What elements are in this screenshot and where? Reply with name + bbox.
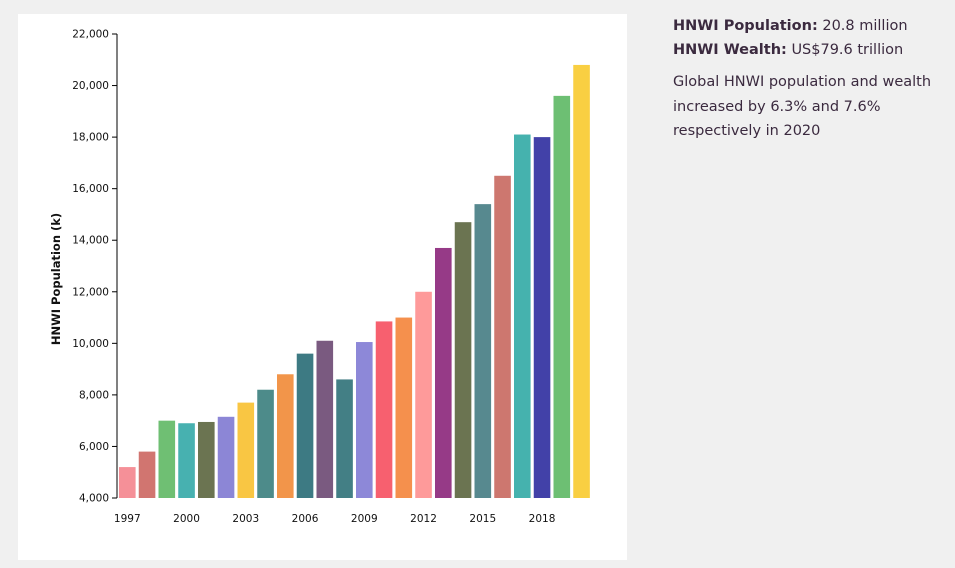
- y-tick-label: 18,000: [72, 132, 109, 144]
- y-tick-label: 10,000: [72, 338, 109, 350]
- bar-2007: [316, 340, 334, 498]
- bar-2008: [336, 379, 353, 498]
- bar-1999: [158, 420, 176, 498]
- y-tick-label: 6,000: [79, 441, 109, 453]
- x-tick-label: 1997: [114, 513, 141, 525]
- bar-2006: [296, 353, 314, 498]
- wealth-label: HNWI Wealth:: [673, 42, 787, 58]
- y-tick-label: 14,000: [72, 235, 109, 247]
- hnwi-population-bar-chart: 4,000 6,000 8,000 10,000 12,000 14,000 16,000 1…: [49, 29, 590, 525]
- info-panel: HNWI Population: 20.8 million HNWI Wealt…: [673, 14, 948, 144]
- bar-2019: [553, 95, 571, 499]
- bar-2020: [573, 64, 590, 499]
- population-stat: HNWI Population: 20.8 million: [673, 14, 948, 38]
- population-value: 20.8 million: [822, 18, 908, 34]
- y-tick-label: 8,000: [79, 389, 109, 401]
- bar-2015: [474, 204, 492, 498]
- summary-text: Global HNWI population and wealth increa…: [673, 74, 932, 139]
- bar-2003: [237, 402, 255, 498]
- x-tick-label: 2000: [173, 513, 200, 525]
- x-tick-label: 2003: [232, 513, 259, 525]
- bar-2011: [395, 317, 413, 498]
- wealth-stat: HNWI Wealth: US$79.6 trillion: [673, 38, 948, 62]
- bar-2014: [454, 222, 472, 498]
- y-tick-label: 22,000: [72, 29, 109, 41]
- x-tick-label: 2018: [529, 513, 556, 525]
- bars-layer: [119, 64, 590, 499]
- bar-2000: [178, 423, 195, 498]
- y-axis-title: HNWI Population (k): [49, 213, 63, 345]
- bar-2009: [356, 342, 373, 498]
- bar-2004: [257, 389, 274, 498]
- y-tick-label: 12,000: [72, 286, 109, 298]
- population-label: HNWI Population:: [673, 18, 818, 34]
- y-axis: 4,000 6,000 8,000 10,000 12,000 14,000 16,000 1…: [72, 29, 118, 505]
- x-tick-label: 2006: [292, 513, 319, 525]
- y-tick-label: 20,000: [72, 80, 109, 92]
- x-axis: 1997 2000 2003 2006 2009 2012 2015 2018: [114, 513, 555, 525]
- bar-1997: [119, 467, 136, 498]
- bar-2016: [494, 175, 511, 498]
- x-tick-label: 2012: [410, 513, 437, 525]
- y-tick-label: 16,000: [72, 183, 109, 195]
- bar-2012: [415, 291, 432, 498]
- bar-2001: [198, 421, 215, 498]
- bar-2002: [217, 416, 235, 498]
- bar-2017: [514, 134, 531, 498]
- y-tick-label: 4,000: [79, 493, 109, 505]
- x-tick-label: 2009: [351, 513, 378, 525]
- chart-panel: 4,000 6,000 8,000 10,000 12,000 14,000 16,000 1…: [18, 14, 627, 560]
- wealth-value: US$79.6 trillion: [791, 42, 904, 58]
- bar-2010: [375, 321, 393, 498]
- bar-1998: [138, 451, 156, 498]
- x-tick-label: 2015: [469, 513, 496, 525]
- bar-2013: [435, 247, 452, 498]
- bar-2018: [533, 137, 551, 499]
- bar-2005: [277, 374, 294, 498]
